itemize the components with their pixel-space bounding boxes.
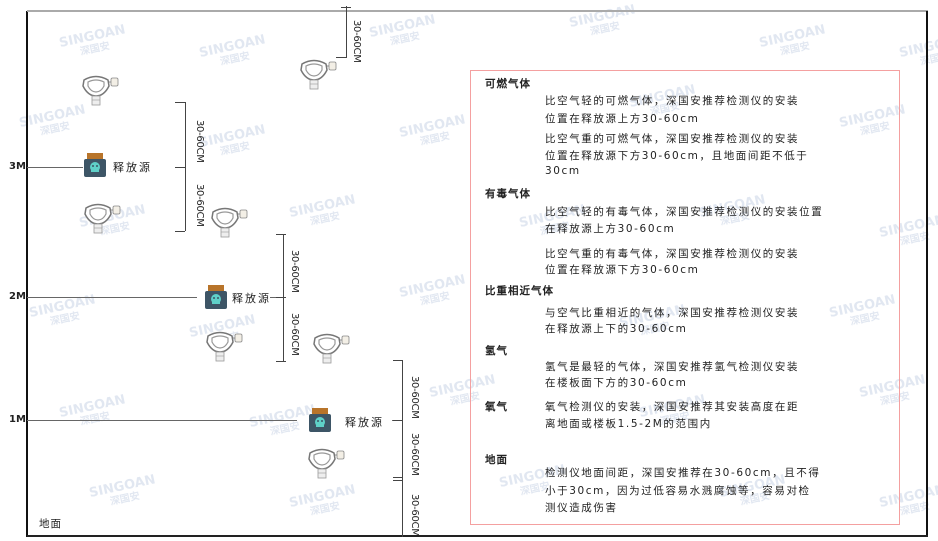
dimension-tick xyxy=(393,360,403,361)
gas-detector-icon xyxy=(202,330,244,366)
legend-heading-combustible: 可燃气体 xyxy=(485,78,531,90)
legend-text: 在释放源上下的30-60cm xyxy=(545,323,688,335)
legend-text: 比空气重的可燃气体，深国安推荐检测仪的安装 xyxy=(545,133,800,145)
right-wall xyxy=(926,11,928,537)
release-source-label: 释放源 xyxy=(232,292,271,305)
legend-text: 比空气轻的可燃气体，深国安推荐检测仪的安装 xyxy=(545,95,800,107)
legend-text: 30cm xyxy=(545,165,581,177)
release-source-icon xyxy=(82,151,108,183)
dimension-tick xyxy=(175,231,185,232)
ceiling-line xyxy=(27,10,928,12)
dimension-tick xyxy=(393,420,403,421)
legend-text: 小于30cm，因为过低容易水溅腐蚀等，容易对检 xyxy=(545,485,811,497)
dimension-label: 30-60CM xyxy=(194,184,205,227)
dimension-label: 30-60CM xyxy=(289,313,300,356)
dimension-label: 30-60CM xyxy=(409,494,420,537)
legend-text: 氢气是最轻的气体，深国安推荐氢气检测仪安装 xyxy=(545,361,800,373)
gas-detector-icon xyxy=(80,202,122,238)
dimension-tick xyxy=(276,361,286,362)
ground-line xyxy=(27,535,928,537)
release-source-icon xyxy=(307,406,333,438)
dimension-tick xyxy=(336,57,346,58)
gas-detector-icon xyxy=(309,332,351,368)
dimension-tick xyxy=(276,297,286,298)
dimension-tick xyxy=(175,167,185,168)
level-1m-label: 1M xyxy=(9,414,26,425)
dimension-tick xyxy=(175,102,185,103)
legend-text: 检测仪地面间距，深国安推荐在30-60cm，且不得 xyxy=(545,467,821,479)
legend-heading-similar: 比重相近气体 xyxy=(485,285,554,297)
legend-text: 氧气检测仪的安装，深国安推荐其安装高度在距 xyxy=(545,401,800,413)
dimension-tick xyxy=(341,7,351,8)
legend-text: 与空气比重相近的气体，深国安推荐检测仪安装 xyxy=(545,307,800,319)
legend-heading-ground: 地面 xyxy=(485,454,508,466)
legend-text: 比空气轻的有毒气体，深国安推荐检测仪的安装位置 xyxy=(545,206,824,218)
legend-heading-toxic: 有毒气体 xyxy=(485,188,531,200)
legend-text: 离地面或楼板1.5-2M的范围内 xyxy=(545,418,712,430)
legend-heading-hydrogen: 氢气 xyxy=(485,345,508,357)
dimension-label: 30-60CM xyxy=(409,433,420,476)
release-source-label: 释放源 xyxy=(113,161,152,174)
legend-text: 位置在释放源下方30-60cm xyxy=(545,264,700,276)
legend-text: 测仪造成伤害 xyxy=(545,502,618,514)
dimension-line xyxy=(402,360,403,537)
dimension-label: 30-60CM xyxy=(409,376,420,419)
gas-detector-icon xyxy=(304,447,346,483)
level-3m-line xyxy=(27,167,83,168)
dimension-label: 30-60CM xyxy=(194,120,205,163)
level-2m-line xyxy=(27,297,197,298)
level-2m-label: 2M xyxy=(9,291,26,302)
dimension-label: 30-60CM xyxy=(351,20,362,63)
legend-text: 位置在释放源上方30-60cm xyxy=(545,113,700,125)
legend-text: 位置在释放源下方30-60cm，且地面间距不低于 xyxy=(545,150,809,162)
gas-detector-icon xyxy=(78,74,120,110)
release-source-label: 释放源 xyxy=(345,416,384,429)
legend-text: 在楼板面下方的30-60cm xyxy=(545,377,688,389)
dimension-tick xyxy=(393,477,403,478)
dimension-line xyxy=(283,234,284,362)
legend-heading-oxygen: 氧气 xyxy=(485,401,508,413)
dimension-label: 30-60CM xyxy=(289,250,300,293)
gas-detector-icon xyxy=(296,58,338,94)
ground-label: 地面 xyxy=(39,518,62,530)
legend-box xyxy=(470,70,900,525)
level-3m-label: 3M xyxy=(9,161,26,172)
legend-text: 在释放源上方30-60cm xyxy=(545,223,676,235)
dimension-tick xyxy=(276,234,286,235)
dimension-tick xyxy=(393,480,403,481)
level-1m-line xyxy=(27,420,297,421)
release-source-icon xyxy=(203,283,229,315)
left-wall xyxy=(26,11,28,537)
dimension-line xyxy=(185,102,186,231)
dimension-line xyxy=(346,6,347,58)
legend-text: 比空气重的有毒气体，深国安推荐检测仪的安装 xyxy=(545,248,800,260)
gas-detector-icon xyxy=(207,206,249,242)
